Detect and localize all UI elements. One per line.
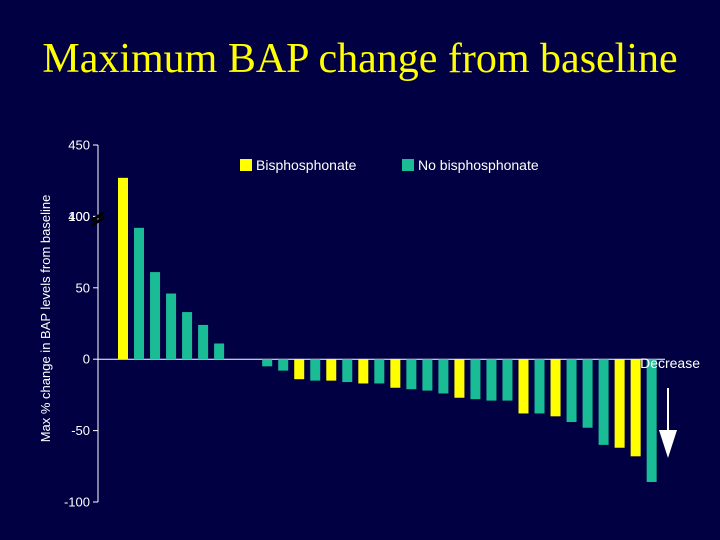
bar	[614, 359, 625, 448]
y-axis-label: Max % change in BAP levels from baseline	[38, 195, 53, 443]
bar	[278, 359, 289, 371]
y-tick-label: -100	[64, 495, 90, 510]
bar	[630, 359, 641, 457]
legend-label: Bisphosphonate	[256, 157, 357, 173]
bar	[502, 359, 513, 401]
bar	[134, 227, 145, 360]
chart-title: Maximum BAP change from baseline	[42, 36, 678, 82]
down-arrow-icon	[659, 430, 677, 458]
bar	[342, 359, 353, 383]
bar	[118, 177, 128, 360]
bar	[438, 359, 449, 394]
bar	[566, 359, 577, 423]
bar	[294, 359, 305, 380]
y-tick-label: -50	[71, 423, 90, 438]
y-tick-label: 0	[83, 352, 90, 367]
bar	[358, 359, 369, 384]
legend-label: No bisphosphonate	[418, 157, 539, 173]
y-tick-label: 50	[76, 280, 90, 295]
bar	[326, 359, 337, 381]
bar	[374, 359, 385, 384]
bars	[118, 177, 657, 483]
decrease-label: Decrease	[640, 355, 700, 371]
bar	[422, 359, 433, 391]
bar	[582, 359, 593, 428]
y-tick-label: 450	[68, 138, 90, 153]
bar	[486, 359, 497, 401]
bar	[182, 312, 193, 360]
bar	[518, 359, 529, 414]
legend-swatch	[402, 159, 414, 171]
bar	[406, 359, 417, 390]
bar	[198, 324, 209, 360]
bar	[470, 359, 481, 400]
bar	[310, 359, 321, 381]
bar	[598, 359, 609, 445]
bar	[166, 293, 177, 360]
bar	[262, 359, 273, 367]
bar	[454, 359, 465, 398]
bar	[646, 359, 657, 483]
bar	[214, 343, 225, 360]
annotation: Decrease	[640, 355, 700, 458]
legend-swatch	[240, 159, 252, 171]
bar	[550, 359, 561, 417]
y-tick-label: 100	[68, 209, 90, 224]
bar	[534, 359, 545, 414]
axis-break-mark	[91, 211, 105, 227]
legend: Bisphosphonate No bisphosphonate	[240, 157, 539, 173]
bar	[150, 272, 161, 360]
bar	[390, 359, 401, 388]
y-tick-label: 400	[68, 209, 90, 224]
